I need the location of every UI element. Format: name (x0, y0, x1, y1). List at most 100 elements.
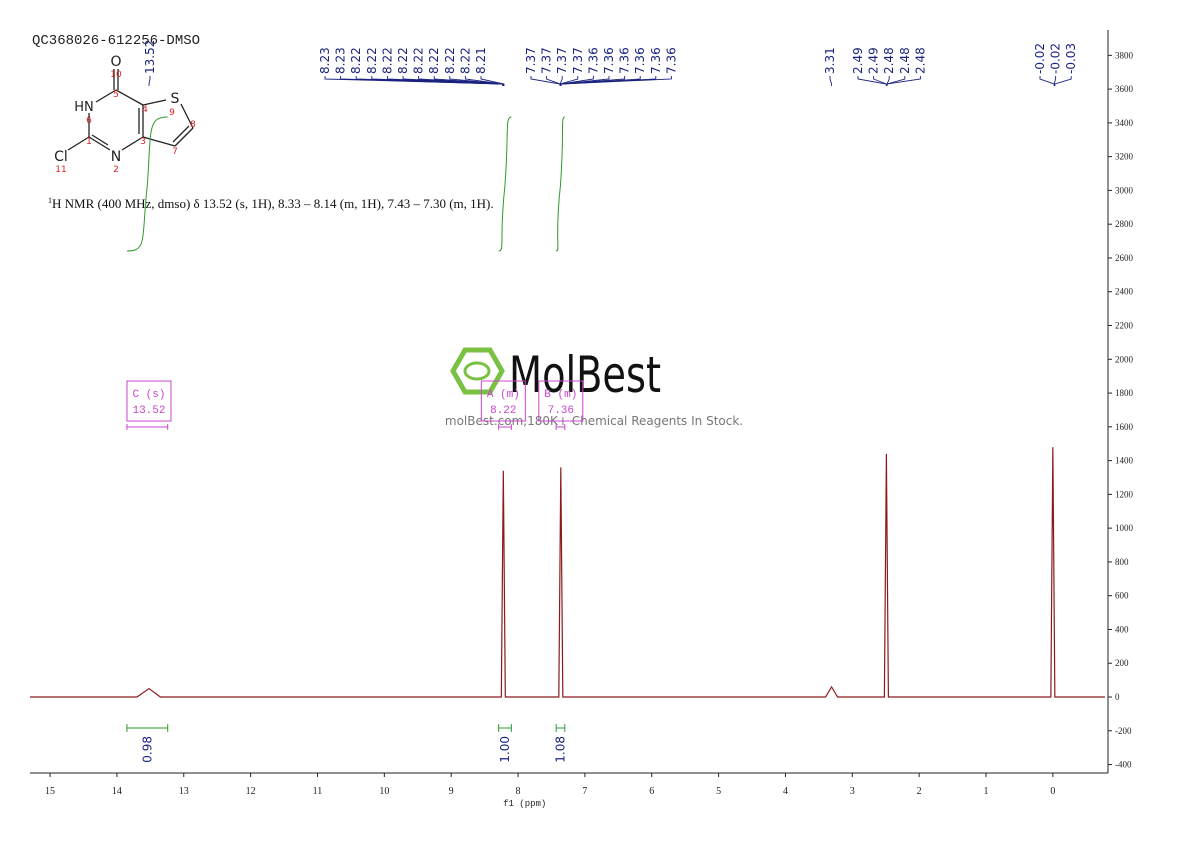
atom-label: Cl (54, 149, 68, 165)
peak-label: 8.22 (458, 47, 472, 74)
peak-label: 7.36 (633, 47, 647, 74)
peak-label: 7.36 (618, 47, 632, 74)
peak-label: 13.52 (143, 40, 157, 74)
y-tick-label: 1600 (1115, 422, 1134, 432)
peak-label: 8.22 (443, 47, 457, 74)
description-sup: 1 (48, 196, 52, 205)
peak-label: 8.22 (365, 47, 379, 74)
x-tick-label: 5 (716, 786, 721, 797)
y-tick-label: 2400 (1115, 287, 1134, 297)
peak-connector (1039, 76, 1055, 86)
multiplet-box (538, 380, 584, 422)
peak-connector (829, 76, 833, 86)
atom-label: 5 (113, 90, 119, 100)
peak-connector (857, 76, 887, 86)
atom-label: 7 (172, 147, 178, 157)
watermark-tagline: molBest.com,180K+ Chemical Reagents In S… (445, 414, 743, 428)
peak-label: 7.37 (555, 47, 569, 74)
multiplet-shift: 7.36 (548, 405, 574, 417)
atom-label: 8 (190, 120, 196, 130)
y-tick-label: 2000 (1115, 354, 1134, 364)
x-tick-label: 0 (1050, 786, 1055, 797)
peak-label: 7.37 (540, 47, 554, 74)
x-tick-label: 14 (112, 786, 122, 797)
multiplet-range (498, 424, 512, 430)
x-tick-label: 13 (179, 786, 189, 797)
peak-connector (886, 76, 921, 86)
atom-label: 11 (55, 165, 66, 175)
peak-label: 3.31 (823, 47, 837, 74)
y-tick-label: 1200 (1115, 489, 1134, 499)
x-tick-label: 12 (246, 786, 256, 797)
multiplet-range (126, 424, 169, 430)
multiplet-shift: 13.52 (132, 405, 165, 417)
atom-label: 6 (86, 116, 92, 126)
peak-label: 8.22 (427, 47, 441, 74)
peak-connector (530, 76, 561, 86)
integral-value: 1.08 (553, 736, 567, 763)
peak-label: 8.22 (396, 47, 410, 74)
watermark-brand: MolBest (509, 346, 661, 404)
atom-label: 9 (169, 108, 175, 118)
y-tick-label: 2800 (1115, 219, 1134, 229)
peak-label: 7.36 (664, 47, 678, 74)
peak-connector (873, 76, 887, 86)
x-tick-label: 11 (313, 786, 323, 797)
atom-label: 4 (142, 105, 148, 115)
integral-curve (498, 116, 512, 252)
y-tick-label: 3000 (1115, 185, 1134, 195)
multiplet-label: B (m) (544, 389, 577, 401)
peak-label: 8.22 (412, 47, 426, 74)
peak-label: -0.02 (1049, 43, 1063, 74)
integral-bracket (555, 724, 566, 732)
peak-label: 8.21 (474, 47, 488, 74)
peak-label: 7.36 (602, 47, 616, 74)
y-tick-label: -400 (1115, 760, 1132, 770)
x-tick-label: 1 (984, 786, 989, 797)
x-tick-label: 4 (783, 786, 788, 797)
atom-label: 10 (110, 70, 122, 80)
x-tick-label: 6 (649, 786, 654, 797)
nmr-description: 1H NMR (400 MHz, dmso) δ 13.52 (s, 1H), … (48, 196, 494, 211)
y-tick-label: 2600 (1115, 253, 1134, 263)
multiplet-label: C (s) (132, 389, 165, 401)
peak-label: 8.23 (334, 47, 348, 74)
peak-label: -0.02 (1033, 43, 1047, 74)
molecule-bonds (67, 69, 194, 151)
atom-label: 2 (113, 165, 119, 175)
atom-label: S (171, 91, 180, 107)
y-tick-label: 3600 (1115, 84, 1134, 94)
x-tick-label: 7 (582, 786, 587, 797)
atom-label: 1 (86, 137, 92, 147)
y-tick-label: 3800 (1115, 50, 1134, 60)
peak-connector (148, 76, 151, 86)
multiplet-box (126, 380, 172, 422)
peak-label: 2.49 (867, 47, 881, 74)
integral-curve (126, 116, 168, 252)
y-tick-label: 3200 (1115, 152, 1134, 162)
y-tick-label: 0 (1115, 692, 1120, 702)
peak-connector (480, 76, 505, 86)
peak-label: 2.48 (898, 47, 912, 74)
description-text: H NMR (400 MHz, dmso) δ 13.52 (s, 1H), 8… (52, 196, 494, 211)
peak-label: 7.37 (571, 47, 585, 74)
y-tick-label: 800 (1115, 557, 1129, 567)
peak-label: 2.49 (851, 47, 865, 74)
y-tick-label: 200 (1115, 658, 1129, 668)
multiplet-box (480, 380, 526, 422)
peak-label: 8.22 (380, 47, 394, 74)
peak-connector (886, 76, 906, 86)
y-tick-label: 600 (1115, 591, 1129, 601)
peak-label: 7.36 (586, 47, 600, 74)
peak-connector (546, 76, 561, 86)
peak-label: 7.37 (524, 47, 538, 74)
x-axis-label: f1 (ppm) (503, 799, 546, 809)
peak-label: -0.03 (1064, 43, 1078, 74)
x-tick-label: 8 (516, 786, 521, 797)
atom-label: 3 (140, 137, 146, 147)
peak-label: 8.22 (349, 47, 363, 74)
spectrum (30, 447, 1105, 698)
peak-connector (1053, 76, 1057, 86)
